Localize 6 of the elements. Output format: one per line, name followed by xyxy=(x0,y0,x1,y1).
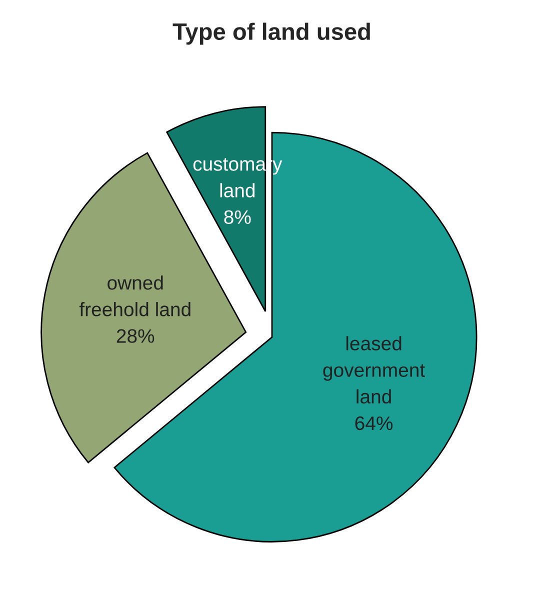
chart-title: Type of land used xyxy=(172,22,370,45)
data-label: 28% xyxy=(116,329,154,343)
slice-label: owned freehold land xyxy=(79,275,190,316)
slice-label: leased government land xyxy=(323,336,425,404)
data-label: 64% xyxy=(355,416,393,430)
data-label: 8% xyxy=(224,210,251,224)
